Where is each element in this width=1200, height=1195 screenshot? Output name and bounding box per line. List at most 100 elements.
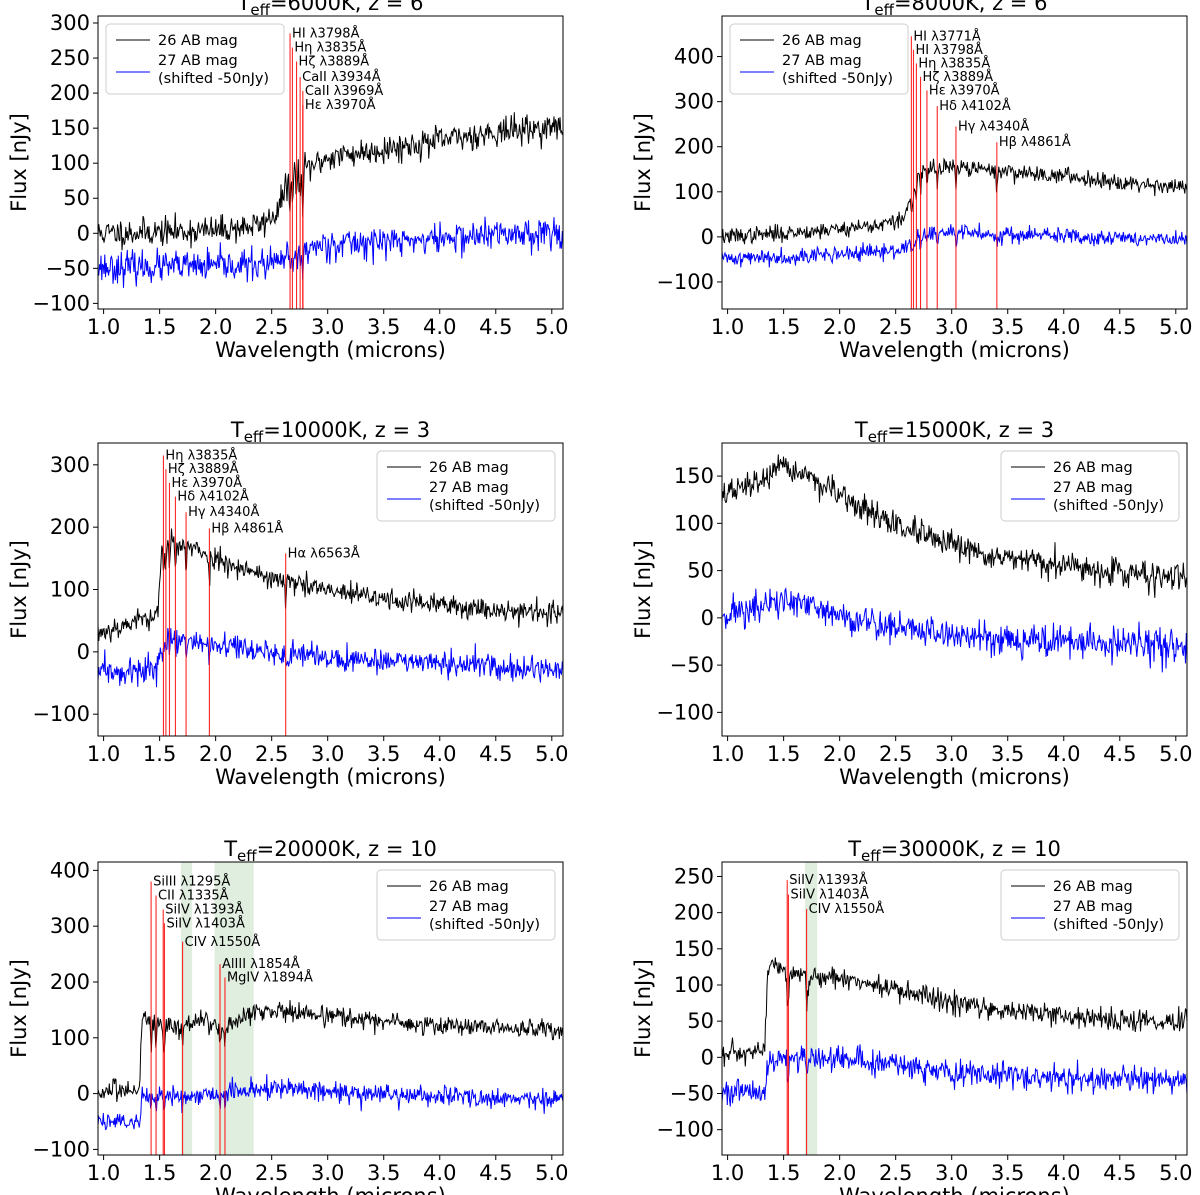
- legend-label-27mag-shift: (shifted -50nJy): [782, 71, 893, 87]
- x-tick-label: 5.0: [535, 742, 568, 766]
- x-tick-label: 4.5: [479, 315, 512, 339]
- line-marker-label: Hζ λ3889Å: [299, 54, 370, 70]
- y-tick-label: −100: [656, 1118, 714, 1142]
- y-tick-label: 200: [674, 135, 714, 159]
- legend: 26 AB mag 27 AB mag (shifted -50nJy): [376, 450, 556, 522]
- legend: 26 AB mag 27 AB mag (shifted -50nJy): [1000, 450, 1180, 522]
- line-marker-label: Hη λ3835Å: [165, 447, 237, 463]
- plot-area: [722, 957, 1187, 1107]
- y-tick-label: 150: [674, 464, 714, 488]
- x-tick-label: 1.5: [767, 315, 800, 339]
- x-tick-label: 1.0: [711, 1161, 744, 1185]
- y-tick-label: −50: [670, 1082, 714, 1106]
- y-axis-label: Flux [nJy]: [631, 113, 655, 212]
- y-tick-label: −50: [46, 256, 90, 280]
- x-tick-label: 3.5: [367, 315, 400, 339]
- legend-label-27mag-shift: (shifted -50nJy): [429, 917, 540, 933]
- y-tick-label: 150: [50, 116, 90, 140]
- x-tick-label: 5.0: [1159, 1161, 1192, 1185]
- line-marker-label: Hα λ6563Å: [288, 545, 360, 561]
- legend: 26 AB mag 27 AB mag (shifted -50nJy): [105, 23, 285, 95]
- legend-label-27mag-shift: (shifted -50nJy): [1053, 917, 1164, 933]
- legend-label-26mag: 26 AB mag: [158, 33, 238, 49]
- legend: 26 AB mag 27 AB mag (shifted -50nJy): [1000, 869, 1180, 941]
- y-tick-label: 200: [50, 515, 90, 539]
- y-tick-label: 200: [674, 901, 714, 925]
- panel-title: Teff=8000K, z = 6: [861, 0, 1048, 19]
- y-tick-label: −100: [32, 1137, 90, 1161]
- line-marker-label: SiIV λ1403Å: [166, 915, 245, 931]
- line-marker-label: CaII λ3934Å: [302, 69, 381, 85]
- plot-area: [722, 454, 1187, 673]
- line-marker-label: SiIV λ1393Å: [789, 872, 868, 888]
- x-tick-label: 2.0: [823, 315, 856, 339]
- spectrum-26mag: [98, 112, 563, 251]
- x-tick-label: 1.0: [87, 1161, 120, 1185]
- y-tick-label: 200: [50, 81, 90, 105]
- x-tick-label: 3.0: [311, 1161, 344, 1185]
- x-tick-label: 4.0: [423, 742, 456, 766]
- y-tick-label: 0: [77, 1082, 90, 1106]
- x-tick-label: 1.5: [767, 742, 800, 766]
- spectrum-27mag: [722, 587, 1187, 673]
- line-marker-label: CII λ1335Å: [158, 887, 229, 903]
- plot-area: [98, 1000, 563, 1131]
- x-axis-label: Wavelength (microns): [215, 765, 446, 789]
- line-marker-label: Hε λ3970Å: [929, 82, 1000, 98]
- spectrum-27mag: [722, 222, 1187, 268]
- legend-box: [729, 23, 909, 95]
- line-marker-label: Hη λ3835Å: [294, 40, 366, 56]
- y-tick-label: 400: [674, 45, 714, 69]
- x-tick-label: 1.5: [767, 1161, 800, 1185]
- x-tick-label: 5.0: [535, 315, 568, 339]
- x-tick-label: 4.5: [479, 742, 512, 766]
- shaded-region: [180, 862, 193, 1155]
- x-tick-label: 2.5: [255, 742, 288, 766]
- spectrum-26mag: [722, 454, 1187, 598]
- y-tick-label: 100: [674, 180, 714, 204]
- y-tick-label: 200: [50, 970, 90, 994]
- y-tick-label: 300: [50, 914, 90, 938]
- x-axis-label: Wavelength (microns): [839, 338, 1070, 362]
- x-tick-label: 4.0: [423, 1161, 456, 1185]
- x-tick-label: 2.0: [199, 1161, 232, 1185]
- x-tick-label: 2.5: [255, 315, 288, 339]
- line-marker-label: MgIV λ1894Å: [227, 970, 313, 986]
- x-tick-label: 4.5: [1103, 315, 1136, 339]
- panel-title: Teff=6000K, z = 6: [237, 0, 424, 19]
- x-tick-label: 1.0: [711, 315, 744, 339]
- y-tick-label: 100: [50, 1026, 90, 1050]
- line-marker-label: Hη λ3835Å: [918, 55, 990, 71]
- line-marker-label: Hβ λ4861Å: [211, 520, 283, 536]
- axes-frame: [721, 861, 1188, 1156]
- plot-area: [722, 157, 1187, 268]
- x-tick-label: 2.0: [199, 742, 232, 766]
- line-marker-label: SiIV λ1403Å: [790, 887, 869, 903]
- x-tick-label: 4.0: [1047, 315, 1080, 339]
- legend-label-27mag-shift: (shifted -50nJy): [1053, 498, 1164, 514]
- y-tick-label: 250: [50, 46, 90, 70]
- legend-box: [1000, 450, 1180, 522]
- x-tick-label: 5.0: [1159, 315, 1192, 339]
- legend-label-27mag-shift: (shifted -50nJy): [158, 71, 269, 87]
- line-marker-label: Hε λ3970Å: [305, 97, 376, 113]
- shaded-region: [804, 862, 818, 1155]
- legend-label-27mag: 27 AB mag: [158, 53, 238, 69]
- y-tick-label: 300: [674, 90, 714, 114]
- y-axis-label: Flux [nJy]: [631, 540, 655, 639]
- line-marker-label: Hζ λ3889Å: [923, 69, 994, 85]
- line-marker-label: Hε λ3970Å: [171, 475, 242, 491]
- y-tick-label: 400: [50, 858, 90, 882]
- x-axis-label: Wavelength (microns): [215, 1184, 446, 1195]
- spectrum-27mag: [98, 628, 563, 688]
- line-marker-label: SiIV λ1393Å: [165, 901, 244, 917]
- spectrum-27mag: [98, 216, 563, 288]
- x-tick-label: 3.0: [935, 742, 968, 766]
- y-tick-label: 150: [674, 937, 714, 961]
- x-tick-label: 2.5: [879, 742, 912, 766]
